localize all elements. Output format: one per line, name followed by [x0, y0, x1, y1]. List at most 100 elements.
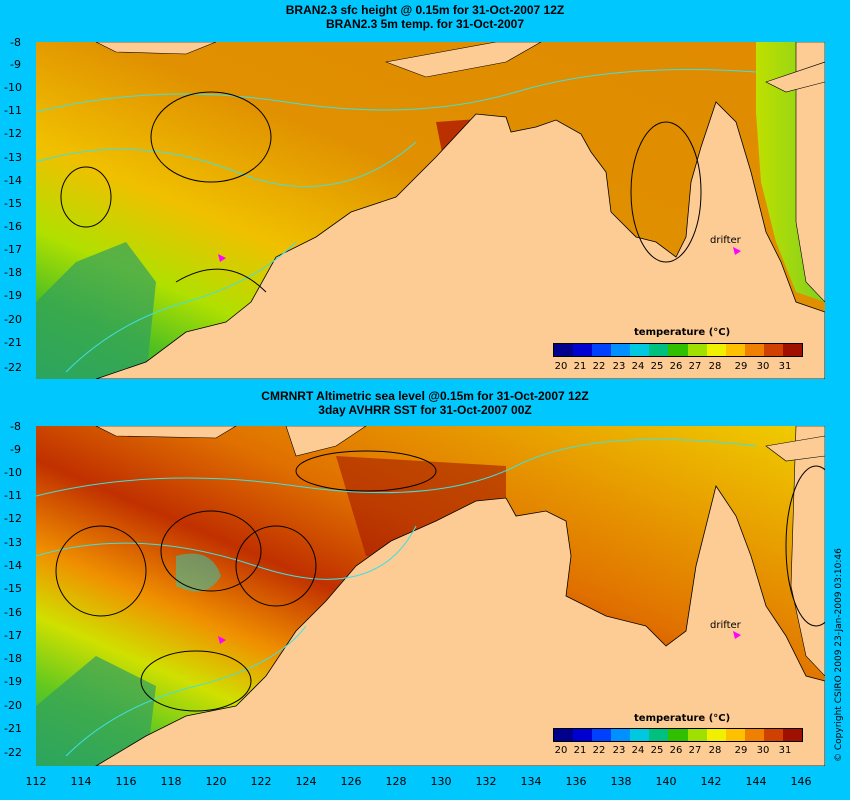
top-cyan-contour [65, 241, 297, 373]
top-sealevel-contour [630, 121, 702, 263]
top-lat-tick: -19 [4, 289, 22, 302]
bottom-australia-land [95, 485, 825, 766]
top-sealevel-contour [150, 91, 272, 183]
top-lat-tick: -20 [4, 313, 22, 326]
colorbar-tick: 22 [592, 745, 606, 756]
colorbar-swatch [706, 344, 726, 356]
bottom-sealevel-contour [160, 510, 262, 592]
bottom-lat-tick: -22 [4, 746, 22, 759]
top-colorbar [553, 343, 803, 357]
top-indonesia-island [95, 42, 217, 55]
bottom-drifter-label: drifter [710, 620, 741, 631]
colorbar-tick: 31 [778, 745, 792, 756]
colorbar-swatch [573, 344, 593, 356]
top-cyan-contour [36, 141, 417, 187]
top-sst-map [36, 42, 825, 379]
bottom-sealevel-contour [785, 465, 825, 627]
lon-tick: 132 [475, 775, 497, 788]
colorbar-swatch [573, 729, 593, 741]
bottom-cool-eddy [176, 553, 221, 592]
top-drifter-marker-east [733, 247, 741, 255]
bottom-indonesia-island [95, 426, 237, 439]
top-panel-title-line1: BRAN2.3 sfc height @ 0.15m for 31-Oct-20… [285, 3, 565, 17]
top-lat-tick: -22 [4, 361, 22, 374]
bottom-lat-tick: -15 [4, 582, 22, 595]
colorbar-tick: 25 [650, 361, 664, 372]
bottom-sealevel-contour [235, 525, 317, 607]
colorbar-tick: 26 [669, 361, 683, 372]
top-drifter-marker-west [218, 254, 226, 262]
colorbar-swatch [668, 344, 688, 356]
bottom-cyan-contour [65, 625, 307, 757]
bottom-colorbar-title: temperature (°C) [634, 713, 731, 724]
bottom-lat-tick: -21 [4, 722, 22, 735]
bottom-sealevel-contour [295, 450, 437, 492]
top-sealevel-contour [60, 166, 112, 228]
colorbar-tick: 31 [778, 361, 792, 372]
colorbar-swatch [763, 729, 783, 741]
top-lat-tick: -21 [4, 336, 22, 349]
lon-tick: 116 [115, 775, 137, 788]
colorbar-swatch [554, 344, 574, 356]
top-drifter-label: drifter [710, 235, 741, 246]
colorbar-swatch [630, 729, 650, 741]
colorbar-swatch [554, 729, 574, 741]
lon-tick: 118 [160, 775, 182, 788]
colorbar-tick: 30 [756, 745, 770, 756]
bottom-panel-title-line1: CMRNRT Altimetric sea level @0.15m for 3… [261, 389, 589, 403]
colorbar-swatch [592, 729, 612, 741]
bottom-lat-tick: -8 [10, 420, 21, 433]
bottom-drifter-marker-east [733, 631, 741, 639]
lon-tick: 130 [430, 775, 452, 788]
colorbar-swatch [611, 344, 631, 356]
lon-tick: 134 [520, 775, 542, 788]
top-lat-tick: -14 [4, 174, 22, 187]
bottom-timor-island [285, 426, 367, 457]
colorbar-tick: 21 [573, 361, 587, 372]
colorbar-swatch [782, 344, 803, 356]
top-lat-tick: -15 [4, 197, 22, 210]
bottom-lat-tick: -16 [4, 606, 22, 619]
bottom-panel-title-line2: 3day AVHRR SST for 31-Oct-2007 00Z [318, 403, 532, 417]
colorbar-tick: 23 [612, 361, 626, 372]
colorbar-swatch [744, 344, 764, 356]
colorbar-swatch [725, 729, 745, 741]
top-lat-tick: -16 [4, 220, 22, 233]
top-australia-land [95, 101, 825, 379]
top-lat-tick: -13 [4, 151, 22, 164]
top-colorbar-title: temperature (°C) [634, 327, 731, 338]
top-lat-tick: -17 [4, 243, 22, 256]
lon-tick: 128 [385, 775, 407, 788]
colorbar-swatch [725, 344, 745, 356]
colorbar-tick: 27 [688, 361, 702, 372]
bottom-sealevel-contour [55, 525, 147, 617]
bottom-lat-tick: -17 [4, 629, 22, 642]
bottom-map-panel [36, 426, 825, 766]
lon-tick: 136 [565, 775, 587, 788]
bottom-lat-tick: -20 [4, 699, 22, 712]
bottom-lat-tick: -9 [10, 443, 21, 456]
colorbar-swatch [630, 344, 650, 356]
colorbar-tick: 20 [554, 361, 568, 372]
top-cyan-contour [36, 69, 757, 113]
top-png-land [765, 61, 825, 93]
lon-tick: 126 [340, 775, 362, 788]
bottom-cyan-contour [36, 525, 417, 580]
colorbar-swatch [592, 344, 612, 356]
lon-tick: 138 [610, 775, 632, 788]
colorbar-swatch [687, 729, 707, 741]
lon-tick: 140 [655, 775, 677, 788]
colorbar-tick: 28 [708, 745, 722, 756]
bottom-cool-water-zone [36, 656, 156, 766]
top-timor-island [384, 42, 542, 78]
colorbar-swatch [649, 729, 669, 741]
lon-tick: 120 [205, 775, 227, 788]
colorbar-tick: 24 [631, 745, 645, 756]
colorbar-tick: 29 [734, 745, 748, 756]
bottom-sst-map [36, 426, 825, 766]
bottom-colorbar [553, 728, 803, 742]
colorbar-swatch [611, 729, 631, 741]
colorbar-swatch [706, 729, 726, 741]
copyright-text: © Copyright CSIRO 2009 23-Jan-2009 03:10… [834, 548, 844, 762]
lon-tick: 146 [790, 775, 812, 788]
